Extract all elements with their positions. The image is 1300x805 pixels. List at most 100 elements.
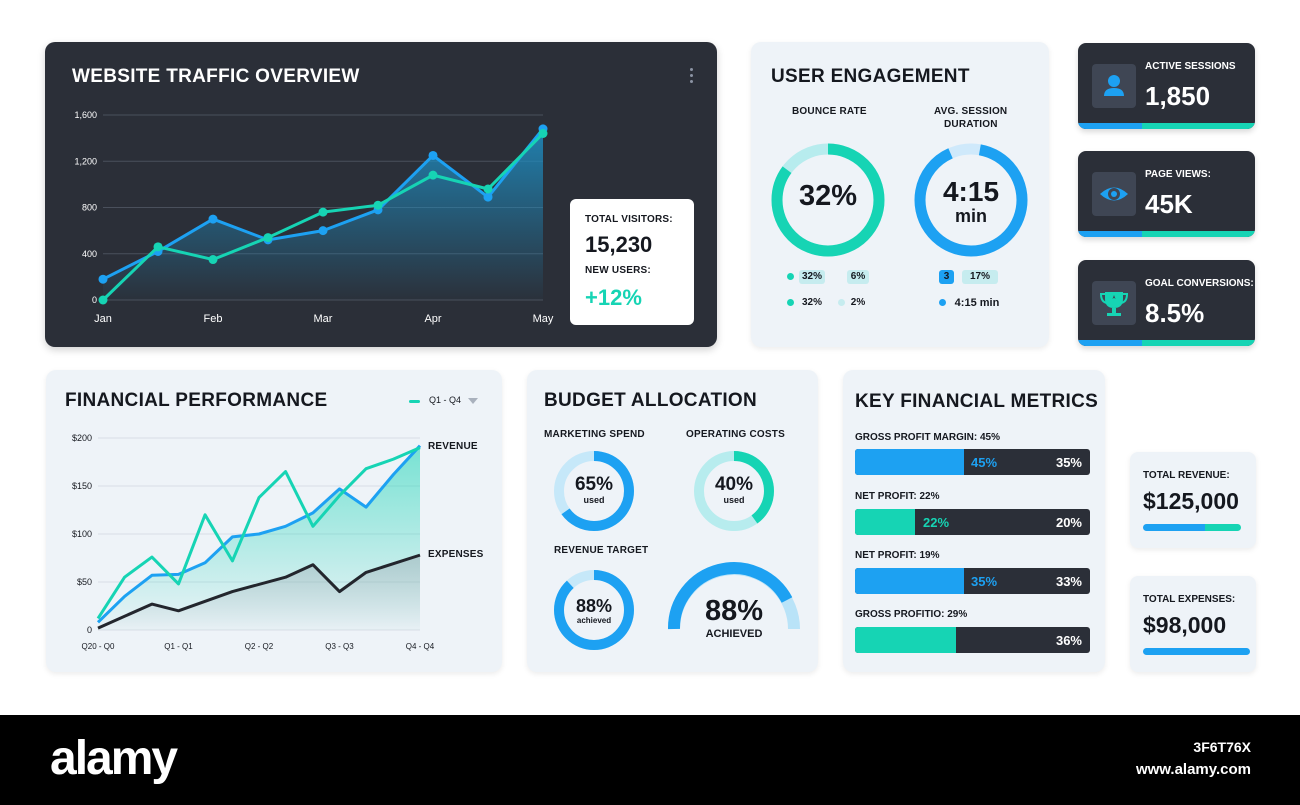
y-tick-label: 1,600 — [74, 110, 97, 120]
metric-bar-fill — [855, 568, 965, 594]
metric-label: GROSS PROFIT MARGIN: 45% — [855, 432, 1001, 443]
chevron-down-icon — [468, 398, 478, 404]
financial-chart: 0 $50 $100 $150 $200 Q20 - Q0 Q1 - Q1 Q2 - Q2 Q3… — [72, 433, 435, 651]
y-tick-label: 400 — [82, 249, 97, 259]
x-tick-label: Jan — [94, 313, 112, 325]
new-users-value: +12% — [585, 285, 642, 310]
metric-bar: 22% 20% — [855, 509, 1090, 535]
financial-title: FINANCIAL PERFORMANCE — [65, 390, 328, 411]
more-vertical-icon[interactable] — [688, 66, 696, 86]
total-revenue-card: TOTAL REVENUE: $125,000 — [1130, 452, 1256, 548]
x-tick-label: Mar — [314, 313, 333, 325]
legend-pill-a2: 6% — [847, 270, 869, 284]
data-point — [428, 150, 438, 160]
data-point — [428, 170, 438, 180]
metric-bar-fill — [855, 509, 915, 535]
total-revenue-value: $125,000 — [1143, 488, 1239, 514]
data-point — [318, 226, 328, 236]
x-tick-label: Q4 - Q4 — [406, 642, 435, 651]
financial-card: FINANCIAL PERFORMANCE Q1 - Q4 0 $50 $100 $1… — [46, 370, 502, 672]
legend-dot-teal-1 — [787, 273, 794, 280]
session-duration-label-1: AVG. SESSION — [934, 106, 1008, 117]
legend-pill-b1: 3 — [939, 270, 954, 284]
brand-logo: alamy — [50, 732, 178, 785]
legend-dot-blue — [939, 299, 946, 306]
x-tick-label: May — [533, 313, 554, 325]
series-line — [96, 444, 422, 624]
traffic-chart: 0 400 800 1,200 1,600 Jan Feb Mar Apr May — [74, 110, 554, 325]
y-tick-label: 1,200 — [74, 156, 97, 166]
operating-costs-donut — [694, 451, 774, 531]
marketing-spend-label: MARKETING SPEND — [544, 429, 645, 440]
data-point — [98, 274, 108, 284]
total-expenses-value: $98,000 — [1143, 612, 1227, 638]
trophy-icon — [1092, 281, 1136, 325]
x-tick-label: Q1 - Q1 — [164, 642, 193, 651]
series-line — [96, 446, 421, 620]
total-bar-blue — [1143, 524, 1205, 531]
page-views-value: 45K — [1145, 189, 1193, 219]
revenue-target-label: REVENUE TARGET — [554, 545, 649, 556]
traffic-summary-box: TOTAL VISITORS: 15,230 NEW USERS: +12% — [570, 199, 694, 325]
data-point — [373, 200, 383, 210]
metric-bar-left-value: 22% — [923, 515, 950, 530]
y-tick-label: $200 — [72, 433, 92, 443]
metric-label: NET PROFIT: 22% — [855, 491, 940, 502]
metric-bar: 35% 33% — [855, 568, 1090, 594]
metric-bar-left-value: 45% — [971, 455, 998, 470]
metric-label: NET PROFIT: 19% — [855, 550, 940, 561]
active-sessions-value: 1,850 — [1145, 81, 1211, 111]
marketing-spend-value: 65% — [574, 474, 614, 495]
engagement-card: USER ENGAGEMENT BOUNCE RATE AVG. SESSION… — [751, 42, 1049, 347]
legend-pill-b2: 17% — [962, 270, 998, 284]
metric-bar-right-value: 33% — [1055, 574, 1082, 589]
data-point — [318, 207, 328, 217]
total-bar-teal — [1205, 524, 1241, 531]
total-bar-blue — [1143, 648, 1205, 655]
stat-bar-teal — [1142, 340, 1255, 346]
data-point — [263, 233, 273, 243]
metric-bar: 36% — [855, 627, 1090, 653]
user-icon — [1092, 64, 1136, 108]
period-filter[interactable]: Q1 - Q4 — [409, 395, 481, 409]
data-point — [208, 214, 218, 224]
revenue-target-donut — [554, 570, 634, 650]
legend-pill-a4: 2% — [850, 297, 866, 308]
goal-conversions-card: GOAL CONVERSIONS: 8.5% — [1078, 260, 1255, 346]
metric-bar-fill — [855, 449, 965, 475]
y-tick-label: $150 — [72, 481, 92, 491]
marketing-spend-sub: used — [583, 495, 605, 505]
gauge-value: 88% — [704, 595, 764, 627]
achievement-gauge — [667, 562, 800, 630]
page-views-label: PAGE VIEWS: — [1145, 169, 1211, 180]
stat-bar-teal — [1142, 231, 1255, 237]
data-point — [208, 255, 218, 265]
data-point — [153, 242, 163, 252]
y-tick-label: $50 — [77, 577, 92, 587]
legend-pill-a3: 32% — [801, 297, 822, 308]
eye-icon — [1092, 172, 1136, 216]
legend-pill-b3: 4:15 min — [954, 297, 1000, 309]
session-duration-label-2: DURATION — [944, 119, 998, 130]
total-visitors-label: TOTAL VISITORS: — [585, 214, 673, 225]
y-tick-label: 800 — [82, 203, 97, 213]
goal-conversions-label: GOAL CONVERSIONS: — [1145, 278, 1254, 289]
page-views-card: PAGE VIEWS: 45K — [1078, 151, 1255, 237]
y-tick-label: $100 — [72, 529, 92, 539]
metric-bar-right-value: 20% — [1055, 515, 1082, 530]
metric-bar-left-value: 35% — [971, 574, 998, 589]
x-tick-label: Q20 - Q0 — [82, 642, 115, 651]
y-tick-label: 0 — [92, 295, 97, 305]
operating-costs-value: 40% — [714, 474, 754, 495]
marketing-spend-donut — [554, 451, 634, 531]
new-users-label: NEW USERS: — [585, 265, 651, 276]
traffic-title: WEBSITE TRAFFIC OVERVIEW — [72, 66, 360, 87]
metric-bar: 45% 35% — [855, 449, 1090, 475]
session-duration-unit: min — [954, 206, 987, 226]
bounce-rate-donut — [771, 143, 885, 257]
revenue-target-value: 88% — [575, 596, 613, 616]
data-point — [483, 192, 493, 202]
stat-bar-teal — [1142, 123, 1255, 129]
session-duration-value: 4:15 — [942, 176, 1000, 207]
legend-pill-a1: 32% — [799, 270, 825, 284]
